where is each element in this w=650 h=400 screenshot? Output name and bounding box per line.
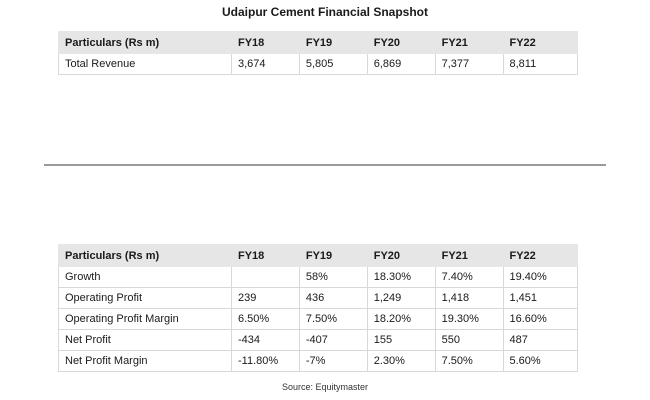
- table-cell: 436: [298, 287, 368, 309]
- table-row: Net Profit Margin -11.80% -7% 2.30% 7.50…: [58, 350, 578, 372]
- table-cell: 7,377: [434, 53, 504, 75]
- section-divider: [44, 164, 606, 166]
- revenue-table: Particulars (Rs m) FY18 FY19 FY20 FY21 F…: [58, 31, 578, 75]
- table-cell: 18.20%: [366, 308, 436, 330]
- table-cell: 6.50%: [231, 308, 300, 330]
- table-cell: 7.50%: [434, 350, 504, 372]
- profit-table: Particulars (Rs m) FY18 FY19 FY20 FY21 F…: [58, 244, 578, 372]
- header-cell: FY21: [434, 31, 504, 54]
- table-cell: 487: [502, 329, 578, 351]
- table-cell: 58%: [298, 266, 368, 288]
- table-cell: 19.40%: [502, 266, 578, 288]
- table-cell: 550: [434, 329, 504, 351]
- table-cell: 1,249: [366, 287, 436, 309]
- table-cell: Net Profit Margin: [58, 350, 232, 372]
- table-row: Operating Profit 239 436 1,249 1,418 1,4…: [58, 287, 578, 309]
- table-cell: 16.60%: [502, 308, 578, 330]
- header-cell: FY22: [502, 244, 578, 267]
- table-cell: -11.80%: [231, 350, 300, 372]
- header-cell: FY21: [434, 244, 504, 267]
- table-cell: 2.30%: [366, 350, 436, 372]
- header-cell: FY18: [231, 244, 300, 267]
- table-cell: 18.30%: [366, 266, 436, 288]
- table-cell: -7%: [298, 350, 368, 372]
- table-cell: 3,674: [231, 53, 300, 75]
- header-cell: FY18: [231, 31, 300, 54]
- table-header-row: Particulars (Rs m) FY18 FY19 FY20 FY21 F…: [58, 31, 578, 54]
- table-cell: 7.50%: [298, 308, 368, 330]
- table-cell: 1,451: [502, 287, 578, 309]
- header-cell: Particulars (Rs m): [58, 31, 232, 54]
- table-cell: 5,805: [298, 53, 368, 75]
- table-row: Total Revenue 3,674 5,805 6,869 7,377 8,…: [58, 53, 578, 75]
- table-cell: 155: [366, 329, 436, 351]
- table-cell: 5.60%: [502, 350, 578, 372]
- table-header-row: Particulars (Rs m) FY18 FY19 FY20 FY21 F…: [58, 244, 578, 267]
- table-cell: 7.40%: [434, 266, 504, 288]
- table-cell: Growth: [58, 266, 232, 288]
- source-note: Source: Equitymaster: [281, 382, 369, 392]
- table-cell: Operating Profit Margin: [58, 308, 232, 330]
- table-row: Net Profit -434 -407 155 550 487: [58, 329, 578, 351]
- table-cell: 8,811: [502, 53, 578, 75]
- table-cell: Net Profit: [58, 329, 232, 351]
- table-cell: Total Revenue: [58, 53, 232, 75]
- table-cell: 239: [231, 287, 300, 309]
- table-cell: -434: [231, 329, 300, 351]
- header-cell: FY19: [298, 244, 368, 267]
- page-title: Udaipur Cement Financial Snapshot: [221, 5, 429, 19]
- table-cell: Operating Profit: [58, 287, 232, 309]
- table-cell: 6,869: [366, 53, 436, 75]
- header-cell: FY20: [366, 31, 436, 54]
- header-cell: FY19: [298, 31, 368, 54]
- header-cell: FY20: [366, 244, 436, 267]
- table-cell: 19.30%: [434, 308, 504, 330]
- header-cell: FY22: [502, 31, 578, 54]
- table-cell: 1,418: [434, 287, 504, 309]
- table-cell: [231, 266, 300, 288]
- table-cell: -407: [298, 329, 368, 351]
- header-cell: Particulars (Rs m): [58, 244, 232, 267]
- table-row: Growth 58% 18.30% 7.40% 19.40%: [58, 266, 578, 288]
- table-row: Operating Profit Margin 6.50% 7.50% 18.2…: [58, 308, 578, 330]
